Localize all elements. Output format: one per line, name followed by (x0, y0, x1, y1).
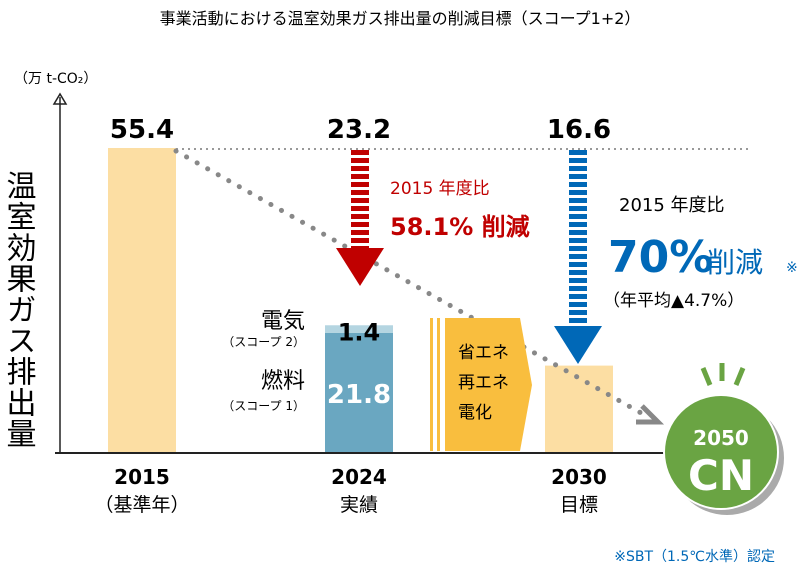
value-label: 16.6 (547, 115, 611, 145)
x-tick-label: 2015 (114, 465, 170, 489)
measures-chevron: 省エネ 再エネ 電化 (430, 318, 532, 451)
blue-annotation-1: 2015 年度比 (619, 195, 725, 216)
chart-title: 事業活動における温室効果ガス排出量の削減目標（スコープ1+2） (160, 9, 641, 28)
scope2-value: 1.4 (338, 318, 381, 346)
blue-reduction-arrow (554, 150, 602, 364)
cn-label: CN (688, 451, 754, 500)
x-tick-label: 2024 (331, 465, 387, 489)
scope2-name: 電気 (261, 309, 305, 334)
scope1-value: 21.8 (327, 380, 391, 410)
footnote-mark: ※ (786, 260, 798, 276)
x-tick-sublabel: 目標 (560, 494, 598, 516)
bar-2024-scope1 (325, 332, 393, 453)
cn-2050-badge: 2050 CN (663, 363, 784, 515)
measure-item: 省エネ (458, 343, 509, 363)
scope1-name: 燃料 (261, 369, 305, 394)
bar-2030 (545, 365, 613, 453)
blue-percent: 70% (608, 232, 713, 283)
x-tick-sublabel: （基準年） (94, 494, 189, 516)
red-reduction-arrow (336, 150, 384, 286)
x-tick-label: 2030 (551, 465, 607, 489)
cn-year: 2050 (693, 426, 749, 450)
red-annotation-2: 58.1% 削減 (390, 213, 530, 241)
bar-2015 (108, 148, 176, 453)
trend-arrow-icon (636, 404, 665, 425)
ray-icon (700, 367, 713, 386)
blue-reduce-label: 削減 (707, 246, 763, 279)
arrow-head-icon (554, 326, 602, 364)
value-label: 55.4 (110, 115, 174, 145)
value-label: 23.2 (327, 115, 391, 145)
scope2-sub: （スコープ 2） (222, 335, 305, 349)
measure-item: 電化 (458, 403, 492, 423)
blue-annotation-3: （年平均▲4.7%） (603, 291, 744, 311)
bar-2024-scope2 (325, 325, 393, 333)
ray-icon (733, 367, 746, 386)
red-annotation-1: 2015 年度比 (390, 179, 490, 199)
measure-item: 再エネ (458, 373, 509, 393)
y-axis-arrow-icon (52, 92, 68, 105)
scope1-sub: （スコープ 1） (222, 399, 305, 413)
unit-label: （万 t-CO₂） (14, 71, 97, 87)
arrow-head-icon (336, 248, 384, 286)
y-axis-label: 温室効果ガス排出量 (1, 170, 36, 449)
footnote: ※SBT（1.5℃水準）認定 (614, 549, 775, 565)
x-tick-sublabel: 実績 (340, 494, 378, 516)
